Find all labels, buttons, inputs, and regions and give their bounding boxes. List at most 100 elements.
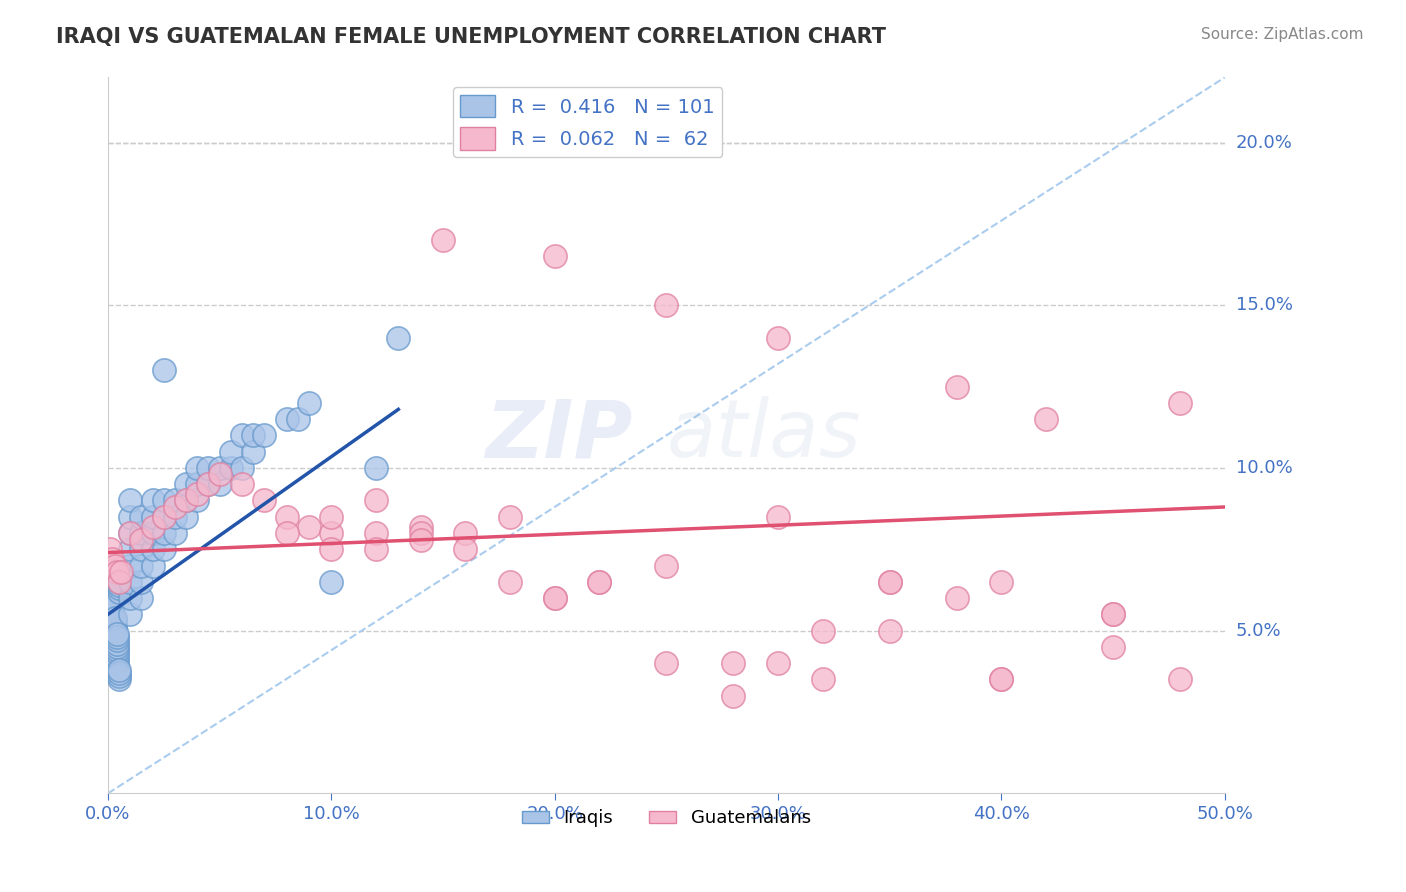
Point <box>208 467 231 482</box>
Point <box>242 428 264 442</box>
Point <box>142 558 165 573</box>
Point <box>588 574 610 589</box>
Point <box>364 526 387 541</box>
Point <box>120 526 142 541</box>
Point <box>153 363 176 377</box>
Point <box>104 614 127 628</box>
Point <box>120 509 142 524</box>
Point <box>543 591 565 606</box>
Point <box>409 519 432 533</box>
Point <box>321 526 343 541</box>
Point <box>163 493 186 508</box>
Point <box>131 574 153 589</box>
Point <box>105 630 128 644</box>
Point <box>108 669 131 683</box>
Point <box>364 461 387 475</box>
Point <box>208 477 231 491</box>
Point <box>142 542 165 557</box>
Point <box>98 607 121 622</box>
Point <box>101 598 124 612</box>
Point <box>219 444 242 458</box>
Point <box>104 620 127 634</box>
Text: ZIP: ZIP <box>485 396 633 475</box>
Point <box>108 574 131 589</box>
Point <box>276 509 298 524</box>
Point <box>98 582 121 596</box>
Point <box>101 614 124 628</box>
Point <box>104 617 127 632</box>
Point <box>364 493 387 508</box>
Point <box>120 526 142 541</box>
Point <box>879 574 901 589</box>
Point <box>142 526 165 541</box>
Point <box>1102 607 1125 622</box>
Point <box>120 493 142 508</box>
Point <box>120 574 142 589</box>
Point <box>101 552 124 566</box>
Text: 5.0%: 5.0% <box>1236 622 1281 640</box>
Point <box>655 656 678 670</box>
Point <box>186 477 208 491</box>
Point <box>98 591 121 606</box>
Point <box>101 607 124 622</box>
Point <box>499 574 522 589</box>
Point <box>101 617 124 632</box>
Point <box>98 584 121 599</box>
Point <box>153 509 176 524</box>
Point <box>174 477 197 491</box>
Point <box>108 582 131 596</box>
Point <box>142 519 165 533</box>
Point <box>387 331 409 345</box>
Point <box>142 493 165 508</box>
Point <box>120 542 142 557</box>
Text: atlas: atlas <box>666 396 860 475</box>
Point <box>163 500 186 514</box>
Point <box>454 542 477 557</box>
Point <box>543 249 565 263</box>
Text: 20.0%: 20.0% <box>1236 134 1292 152</box>
Point <box>101 594 124 608</box>
Point <box>105 656 128 670</box>
Point <box>253 493 276 508</box>
Point <box>766 331 789 345</box>
Point <box>120 558 142 573</box>
Point <box>153 509 176 524</box>
Point <box>98 578 121 592</box>
Point <box>219 461 242 475</box>
Point <box>153 542 176 557</box>
Point <box>945 379 967 393</box>
Point <box>108 673 131 687</box>
Point <box>409 533 432 547</box>
Point <box>120 607 142 622</box>
Point <box>105 627 128 641</box>
Point <box>1168 396 1191 410</box>
Point <box>163 526 186 541</box>
Point <box>163 509 186 524</box>
Point <box>98 542 121 557</box>
Point <box>990 574 1012 589</box>
Point <box>98 588 121 602</box>
Point <box>131 526 153 541</box>
Point <box>104 640 127 654</box>
Point <box>142 509 165 524</box>
Point <box>98 600 121 615</box>
Point <box>723 689 745 703</box>
Point <box>276 526 298 541</box>
Point <box>104 558 127 573</box>
Point <box>186 487 208 501</box>
Point <box>98 594 121 608</box>
Point <box>131 533 153 547</box>
Point <box>409 526 432 541</box>
Point <box>287 412 309 426</box>
Point <box>1102 640 1125 654</box>
Point <box>253 428 276 442</box>
Point <box>766 656 789 670</box>
Point <box>499 509 522 524</box>
Point <box>108 663 131 677</box>
Point <box>105 649 128 664</box>
Text: 10.0%: 10.0% <box>1236 459 1292 477</box>
Point <box>104 624 127 638</box>
Point <box>298 396 321 410</box>
Point <box>321 509 343 524</box>
Point <box>990 673 1012 687</box>
